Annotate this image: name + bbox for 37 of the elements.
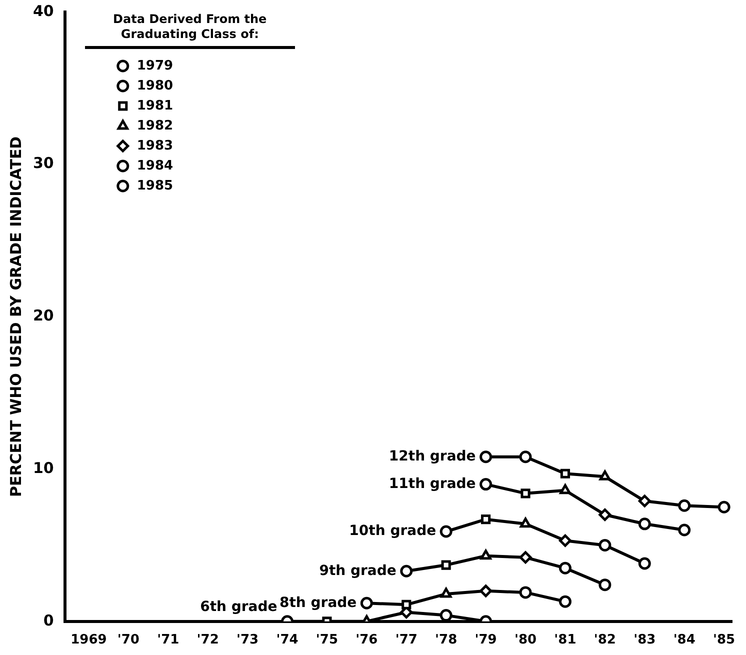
legend-label: 1983	[136, 138, 174, 154]
y-tick-label: 30	[33, 154, 54, 172]
x-tick-label: '77	[395, 632, 418, 648]
legend-label: 1984	[136, 158, 174, 174]
x-tick-label: '79	[474, 632, 497, 648]
x-tick-label: '85	[713, 632, 736, 648]
x-tick-label: '71	[157, 632, 180, 648]
x-tick-label: '80	[514, 632, 537, 648]
x-tick-label: '70	[117, 632, 140, 648]
series-label: 12th grade	[388, 448, 476, 465]
x-tick-label: '76	[356, 632, 378, 648]
series-label: 9th grade	[319, 562, 396, 579]
legend-label: 1980	[136, 78, 174, 94]
series-label: 11th grade	[388, 476, 476, 492]
x-tick-label: '72	[196, 632, 219, 648]
legend-label: 1982	[136, 118, 174, 134]
legend-label: 1981	[136, 98, 174, 114]
series-label: 6th grade	[200, 599, 278, 616]
x-tick-label: '78	[435, 632, 458, 648]
y-tick-label: 20	[33, 306, 54, 325]
series-label: 10th grade	[349, 523, 436, 540]
x-tick-label: '73	[236, 632, 259, 648]
legend-label: 1979	[136, 58, 174, 74]
x-tick-label: 1969	[70, 632, 107, 648]
y-axis-title: PERCENT WHO USED BY GRADE INDICATED	[6, 136, 25, 498]
x-tick-label: '75	[316, 632, 338, 648]
legend-label: 1985	[136, 178, 174, 194]
legend-title: Data Derived From the Graduating Class of:	[113, 12, 267, 42]
y-tick-label: 0	[43, 611, 54, 630]
y-tick-label: 40	[33, 2, 54, 20]
x-tick-label: '84	[673, 632, 696, 648]
x-tick-label: '82	[594, 632, 616, 648]
x-tick-label: '81	[554, 632, 576, 648]
x-tick-label: '74	[276, 632, 298, 648]
y-tick-label: 10	[33, 458, 54, 477]
series-label: 8th grade	[279, 594, 357, 611]
x-tick-label: '83	[634, 632, 656, 648]
